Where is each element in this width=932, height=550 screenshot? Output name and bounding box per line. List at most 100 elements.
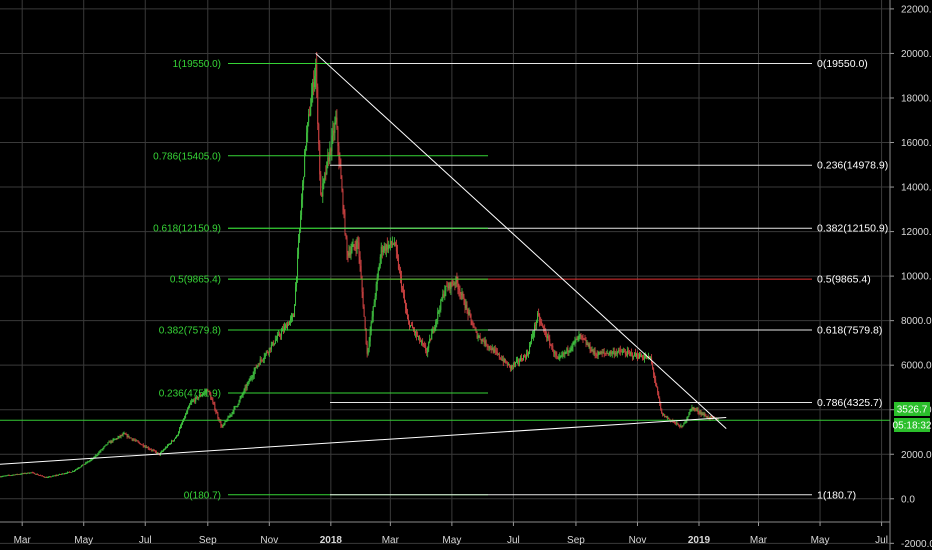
candle-body [289,318,291,322]
candle-body [518,361,520,363]
candle-body [610,351,612,354]
candle-body [372,306,374,317]
candle-body [613,351,615,355]
candle-body [625,353,627,356]
candle-body [545,330,547,336]
x-tick-label: Jul [139,535,152,546]
candle-body [164,447,166,450]
candle-body [4,475,6,477]
candle-body [566,348,568,352]
candle-body [493,349,495,353]
candle-body [260,359,262,361]
y-tick-label: 6000.0 [901,361,932,372]
candle-body [124,433,126,435]
candle-body [220,421,222,426]
candle-body [343,210,345,213]
candle-body [69,471,71,473]
candle-body [91,458,93,460]
candle-body [70,472,72,473]
candle-body [622,351,624,353]
candle-body [54,475,56,477]
candle-body [577,336,579,341]
candle-body [105,444,107,446]
candle-body [285,325,287,329]
candle-body [27,472,29,474]
candle-body [593,350,595,353]
candle-body [656,383,658,388]
candle-body [102,448,104,450]
candle-body [623,351,625,353]
candle-body [68,471,70,473]
candle-body [677,422,679,425]
candle-body [617,349,619,352]
candle-body [7,475,9,476]
candle-body [190,402,192,405]
candle-body [14,474,16,476]
x-tick-label: Mar [382,535,400,546]
candle-body [548,336,550,339]
candle-body [379,256,381,266]
candle-body [9,475,11,477]
candle-body [397,257,399,269]
candle-body [138,442,140,444]
candle-body [709,416,711,419]
candle-body [486,345,488,347]
candle-body [139,443,141,445]
candle-body [517,359,519,363]
candle-body [253,370,255,376]
candle-body [549,338,551,346]
candle-body [34,473,36,475]
candle-body [61,474,63,475]
candle-body [103,446,105,449]
candle-body [520,357,522,361]
y-tick-label: 2000.0 [901,450,932,461]
candle-body [569,350,571,351]
countdown-label: 05:18:32 [893,421,932,432]
candle-body [364,316,366,329]
candle-body [535,325,537,327]
candle-body [552,345,554,352]
candle-body [244,387,246,390]
candle-body [179,428,181,433]
candle-body [392,244,394,246]
candle-body [373,302,375,307]
candle-body [524,356,526,357]
candle-body [456,276,458,283]
candle-body [705,415,707,418]
candle-body [134,440,136,441]
candle-body [241,394,243,396]
candle-body [299,228,301,240]
candle-body [106,444,108,446]
candle-body [111,440,113,442]
candle-body [336,117,338,128]
candle-body [686,418,688,421]
candle-body [490,348,492,351]
candle-body [94,456,96,458]
candle-body [73,471,75,472]
candle-body [56,475,58,476]
candle-body [540,321,542,323]
candle-body [408,319,410,322]
candle-body [261,359,263,361]
fib-right-label: 1(180.7) [817,489,856,501]
candle-body [167,444,169,446]
candle-body [399,270,401,277]
candle-body [632,356,634,358]
candle-body [327,157,329,162]
candle-body [209,391,211,395]
candle-body [307,122,309,133]
candle-body [95,455,97,457]
candle-body [232,412,234,413]
candle-body [185,414,187,418]
candle-body [667,417,669,419]
candle-body [42,476,44,478]
candle-body [620,351,622,353]
candle-body [479,336,481,340]
candle-body [351,246,353,251]
candle-body [595,354,597,356]
candle-body [630,352,632,354]
time-axis[interactable]: Mar May Jul Sep Nov 2018 Mar May Jul Sep Nov 2019 Ma… [0,521,890,546]
candle-body [503,359,505,363]
